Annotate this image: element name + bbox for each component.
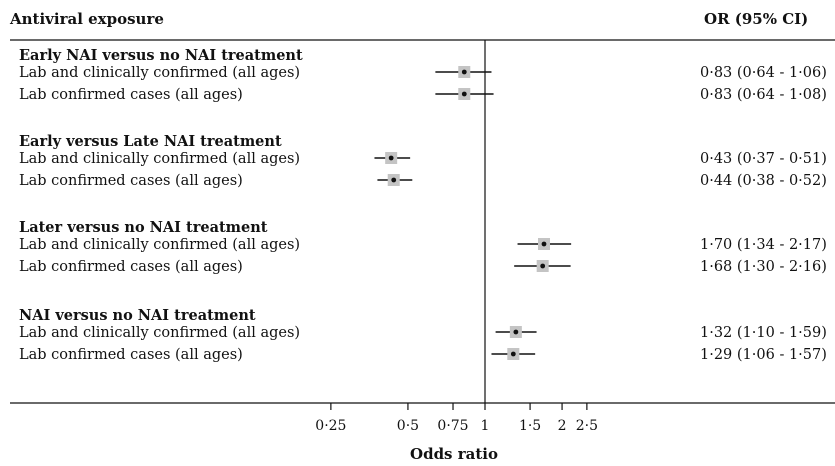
or-ci-value: 1·70 (1·34 - 2·17): [700, 237, 827, 253]
point-estimate: [541, 241, 547, 247]
group-title: Later versus no NAI treatment: [19, 219, 268, 236]
row-label: Lab and clinically confirmed (all ages): [19, 325, 300, 341]
or-ci-value: 0·43 (0·37 - 0·51): [700, 151, 827, 167]
group-title: Early NAI versus no NAI treatment: [19, 47, 303, 64]
row-label: Lab confirmed cases (all ages): [19, 347, 243, 363]
point-estimate: [391, 177, 397, 183]
or-ci-value: 0·83 (0·64 - 1·08): [700, 87, 827, 103]
x-axis-ticks: 0·25 0·5 0·75 1 1·5 2 2·5: [315, 403, 598, 434]
point-estimate: [540, 263, 546, 269]
row-label: Lab confirmed cases (all ages): [19, 173, 243, 189]
x-tick-label: 0·5: [397, 418, 419, 434]
row-label: Lab confirmed cases (all ages): [19, 259, 243, 275]
row-label: Lab and clinically confirmed (all ages): [19, 151, 300, 167]
x-axis-title: Odds ratio: [410, 445, 498, 463]
row-label: Lab and clinically confirmed (all ages): [19, 237, 300, 253]
x-tick-label: 1·5: [519, 418, 541, 434]
x-tick-label: 2·5: [576, 418, 598, 434]
or-ci-value: 1·32 (1·10 - 1·59): [700, 325, 827, 341]
point-estimate: [388, 155, 394, 161]
point-estimate: [513, 329, 519, 335]
x-tick-label: 0·25: [315, 418, 346, 434]
or-ci-value: 1·68 (1·30 - 2·16): [700, 259, 827, 275]
x-tick-label: 1: [481, 418, 490, 434]
or-ci-value: 0·83 (0·64 - 1·06): [700, 65, 827, 81]
x-tick-label: 2: [558, 418, 567, 434]
x-tick-label: 0·75: [437, 418, 468, 434]
or-ci-value: 1·29 (1·06 - 1·57): [700, 347, 827, 363]
row-label: Lab confirmed cases (all ages): [19, 87, 243, 103]
row-label: Lab and clinically confirmed (all ages): [19, 65, 300, 81]
header-value-column: OR (95% CI): [704, 10, 808, 28]
header-label-column: Antiviral exposure: [9, 10, 164, 28]
group-title: NAI versus no NAI treatment: [19, 307, 256, 324]
point-estimate: [461, 69, 467, 75]
point-estimate: [461, 91, 467, 97]
or-ci-value: 0·44 (0·38 - 0·52): [700, 173, 827, 189]
group-title: Early versus Late NAI treatment: [19, 133, 282, 150]
point-estimate: [510, 351, 516, 357]
